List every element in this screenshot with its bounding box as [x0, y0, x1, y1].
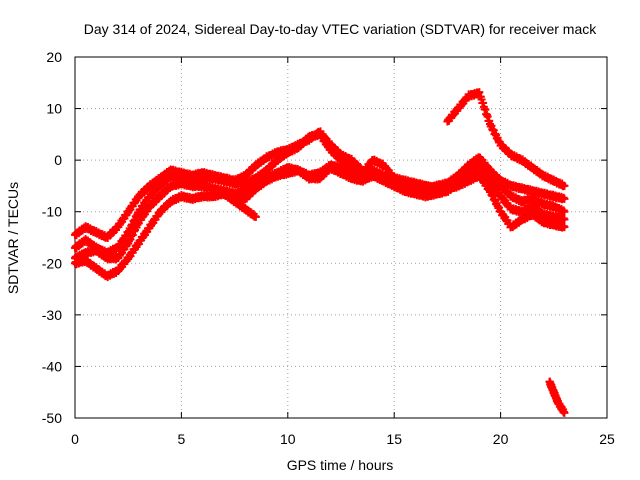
x-tick-label: 0 [71, 431, 79, 447]
y-tick-label: -10 [42, 204, 62, 220]
y-tick-label: -40 [42, 358, 62, 374]
data-point [560, 194, 569, 203]
y-tick-label: -20 [42, 255, 62, 271]
data-series [71, 88, 569, 417]
x-tick-label: 20 [493, 431, 509, 447]
series-track-7 [545, 377, 569, 417]
data-point [560, 408, 569, 417]
plot-area-border [74, 56, 608, 419]
x-tick-label: 5 [178, 431, 186, 447]
series-track-5 [443, 88, 569, 191]
chart-title: Day 314 of 2024, Sidereal Day-to-day VTE… [84, 21, 597, 37]
x-axis-ticks: 0 5 10 15 20 25 [71, 57, 615, 447]
y-axis-label: SDTVAR / TECUs [5, 182, 21, 294]
y-tick-label: -50 [42, 410, 62, 426]
y-tick-label: 0 [54, 152, 62, 168]
y-tick-label: -30 [42, 307, 62, 323]
data-point [560, 181, 569, 190]
y-tick-label: 10 [46, 101, 62, 117]
series-track-4 [71, 163, 569, 282]
y-axis-ticks: -50 -40 -30 -20 -10 0 10 20 [42, 49, 607, 426]
series-track-6 [219, 189, 260, 221]
gridlines [75, 57, 607, 418]
x-tick-label: 25 [599, 431, 615, 447]
x-axis-label: GPS time / hours [287, 457, 394, 473]
data-point [560, 223, 569, 232]
y-tick-label: 20 [46, 49, 62, 65]
data-point [251, 212, 260, 221]
x-tick-label: 10 [280, 431, 296, 447]
x-tick-label: 15 [386, 431, 402, 447]
